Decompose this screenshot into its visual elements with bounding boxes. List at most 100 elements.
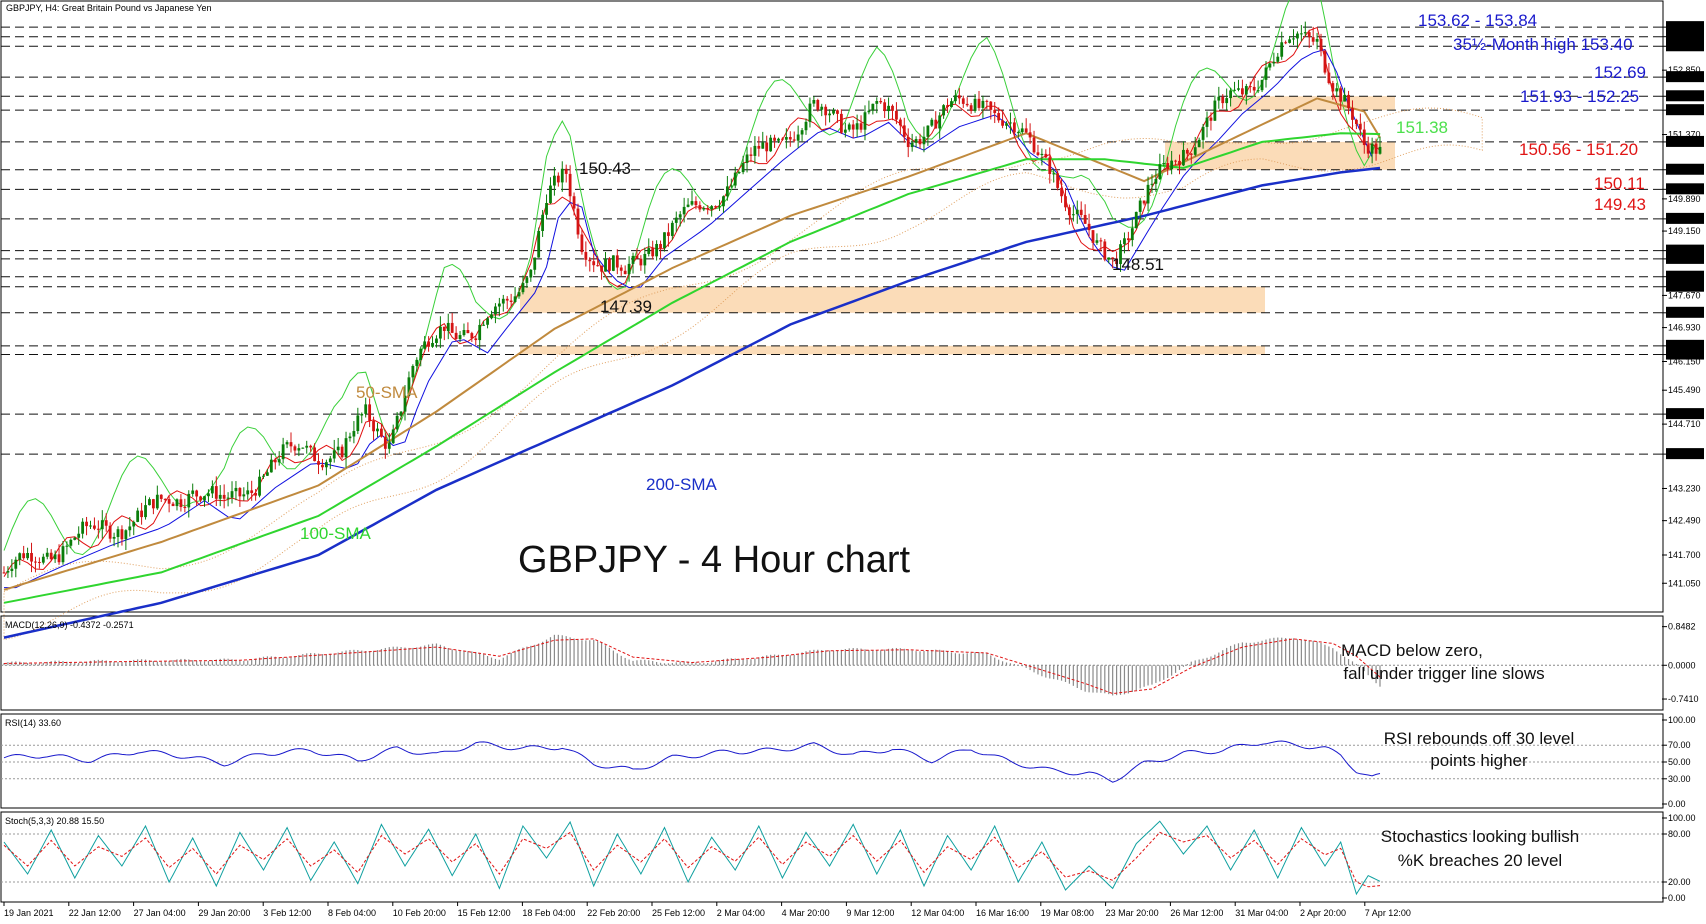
- candle-body: [45, 552, 49, 557]
- price-tick-highlight: [1666, 21, 1704, 33]
- candle-body: [1178, 160, 1181, 166]
- candle-body: [293, 446, 297, 451]
- candle-body: [14, 559, 18, 569]
- candle-body: [804, 121, 808, 131]
- candle-body: [41, 556, 45, 563]
- candle-body: [328, 458, 332, 463]
- symbol-header: GBPJPY, H4: Great Britain Pound vs Japan…: [6, 3, 211, 13]
- time-tick-label: 15 Feb 12:00: [458, 908, 511, 918]
- candle-body: [423, 341, 427, 349]
- candle-body: [957, 95, 961, 99]
- candle-body: [820, 106, 824, 110]
- candle-body: [1244, 86, 1248, 95]
- candle-body: [592, 261, 596, 266]
- candle-body: [73, 537, 77, 540]
- price-tick-highlight: [1666, 244, 1704, 256]
- price-tick-highlight: [1666, 183, 1704, 195]
- rsi-title: RSI(14) 33.60: [5, 718, 61, 728]
- candle-body: [356, 415, 360, 432]
- tenkan-line: [3, 26, 1381, 577]
- price-tick-highlight: [1666, 71, 1704, 83]
- candle-body: [792, 139, 796, 141]
- candle-body: [537, 230, 541, 258]
- candle-body: [1009, 122, 1012, 124]
- candle-body: [832, 110, 835, 114]
- candle-body: [922, 136, 926, 145]
- price-tick-highlight: [1666, 135, 1704, 147]
- candle-body: [745, 154, 749, 163]
- sma50-line: [3, 97, 1381, 591]
- candle-body: [1115, 258, 1118, 265]
- candle-body: [1276, 56, 1280, 62]
- candle-body: [816, 99, 820, 110]
- candle-body: [553, 175, 556, 186]
- candle-body: [946, 105, 949, 108]
- macd-tick-label: 0.0000: [1668, 660, 1696, 670]
- price-tick-highlight: [1666, 163, 1704, 175]
- candle-body: [183, 507, 187, 509]
- candle-body: [30, 552, 33, 562]
- candle-body: [1166, 163, 1170, 170]
- candle-body: [1205, 117, 1209, 127]
- candle-body: [761, 142, 765, 149]
- candle-body: [136, 510, 140, 522]
- candle-body: [490, 314, 493, 319]
- candle-body: [1355, 119, 1358, 125]
- candle-body: [643, 253, 647, 266]
- candle-body: [753, 145, 757, 156]
- candle-body: [1068, 207, 1071, 216]
- price-tick-highlight: [1666, 252, 1704, 264]
- price-tick-highlight: [1666, 212, 1704, 224]
- candle-body: [199, 496, 202, 501]
- stoch-tick-label: 100.00: [1668, 813, 1696, 823]
- candle-body: [545, 202, 548, 215]
- candle-body: [1248, 86, 1252, 88]
- chart-title: GBPJPY - 4 Hour chart: [518, 539, 911, 581]
- stoch-title: Stoch(5,3,3) 20.88 15.50: [5, 816, 104, 826]
- price-tick-label: 152.850: [1668, 65, 1701, 75]
- macd-plot: 0.8482 0.0000 -0.7410: [1, 622, 1699, 704]
- candle-body: [1284, 42, 1288, 44]
- candle-body: [938, 115, 942, 129]
- level-14943-label: 149.43: [1594, 195, 1646, 214]
- candle-body: [399, 411, 403, 416]
- candle-body: [1146, 184, 1150, 204]
- candle-body: [34, 561, 37, 563]
- candle-body: [702, 207, 706, 210]
- candle-body: [364, 404, 368, 414]
- candle-body: [981, 100, 985, 108]
- candle-body: [281, 444, 285, 460]
- zone-upper-label: 151.93 - 152.25: [1520, 87, 1639, 106]
- candle-body: [950, 101, 953, 108]
- candle-body: [1378, 146, 1382, 154]
- candle-body: [1370, 143, 1374, 154]
- candle-body: [1374, 143, 1378, 154]
- sma100-label: 100-SMA: [300, 524, 372, 543]
- macd-note-2: fall under trigger line slows: [1343, 664, 1544, 683]
- candle-body: [1130, 228, 1134, 241]
- candle-body: [977, 98, 981, 108]
- stoch-plot: 100.00 80.00 20.00 0.00: [1, 813, 1696, 903]
- candle-body: [961, 98, 965, 104]
- candle-body: [1256, 90, 1260, 92]
- candle-body: [22, 553, 26, 559]
- candle-body: [670, 222, 674, 236]
- candle-body: [289, 442, 293, 447]
- candle-body: [682, 206, 686, 215]
- candle-body: [847, 124, 851, 130]
- price-tick-label: 147.670: [1668, 290, 1701, 300]
- candle-body: [195, 490, 199, 497]
- candle-body: [965, 103, 969, 106]
- candles: [2, 21, 1382, 579]
- candle-body: [116, 529, 120, 537]
- candle-body: [1292, 38, 1295, 40]
- candle-body: [344, 438, 348, 458]
- price-tick-label: 146.150: [1668, 357, 1701, 367]
- price-tick-label: 147.270: [1668, 308, 1701, 318]
- candle-body: [1174, 160, 1177, 162]
- price-tick-label: 149.890: [1668, 194, 1701, 204]
- candle-body: [230, 491, 234, 498]
- stoch-tick-label: 80.00: [1668, 829, 1691, 839]
- candle-body: [246, 490, 250, 495]
- candle-body: [769, 137, 773, 152]
